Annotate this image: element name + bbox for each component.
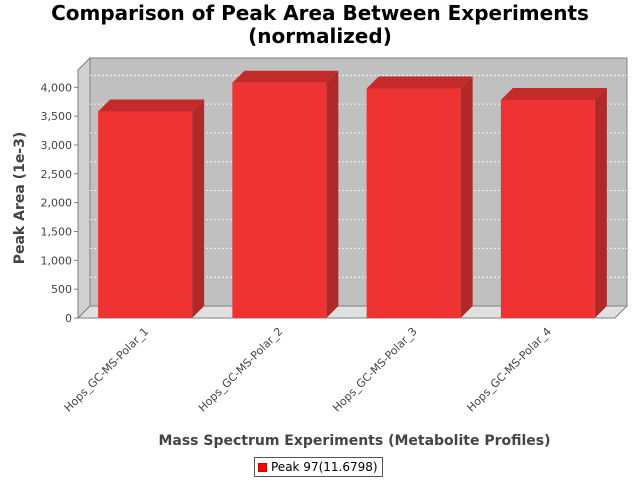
y-tick-label: 0 (65, 312, 72, 325)
y-tick-label: 1,000 (41, 254, 73, 267)
bar-side (460, 76, 473, 318)
x-tick-label: Hops_GC-MS-Polar_3 (330, 325, 420, 415)
bar-top (98, 99, 205, 112)
y-tick-label: 4,000 (41, 81, 73, 94)
legend-label: Peak 97(11.6798) (271, 460, 378, 474)
bar-top (232, 70, 339, 83)
x-tick-label: Hops_GC-MS-Polar_2 (196, 325, 286, 415)
y-tick-label: 3,500 (41, 110, 73, 123)
legend-swatch (258, 462, 267, 472)
legend: Peak 97(11.6798) (254, 457, 383, 477)
chart-title-line-2: (normalized) (248, 24, 392, 48)
y-tick-label: 2,000 (41, 197, 73, 210)
chart-title: Comparison of Peak Area Between Experime… (0, 2, 640, 48)
bar (366, 88, 461, 318)
y-tick-label: 2,500 (41, 168, 73, 181)
bar (98, 111, 193, 319)
y-tick-label: 3,000 (41, 139, 73, 152)
bar-top (500, 87, 607, 100)
x-tick-label: Hops_GC-MS-Polar_1 (62, 325, 152, 415)
y-axis-title: Peak Area (1e-3) (12, 132, 28, 265)
bar (232, 82, 327, 318)
bar-side (192, 99, 205, 319)
plot-left-wall (77, 56, 91, 320)
bar-side (594, 87, 607, 319)
y-tick-label: 1,500 (41, 225, 73, 238)
x-axis-title: Mass Spectrum Experiments (Metabolite Pr… (158, 433, 550, 449)
bar-side (326, 70, 339, 318)
x-tick-label: Hops_GC-MS-Polar_4 (464, 325, 554, 415)
bar-top (366, 76, 473, 89)
bar (500, 99, 595, 319)
y-tick-label: 500 (51, 283, 72, 296)
chart-title-line-1: Comparison of Peak Area Between Experime… (51, 1, 589, 25)
